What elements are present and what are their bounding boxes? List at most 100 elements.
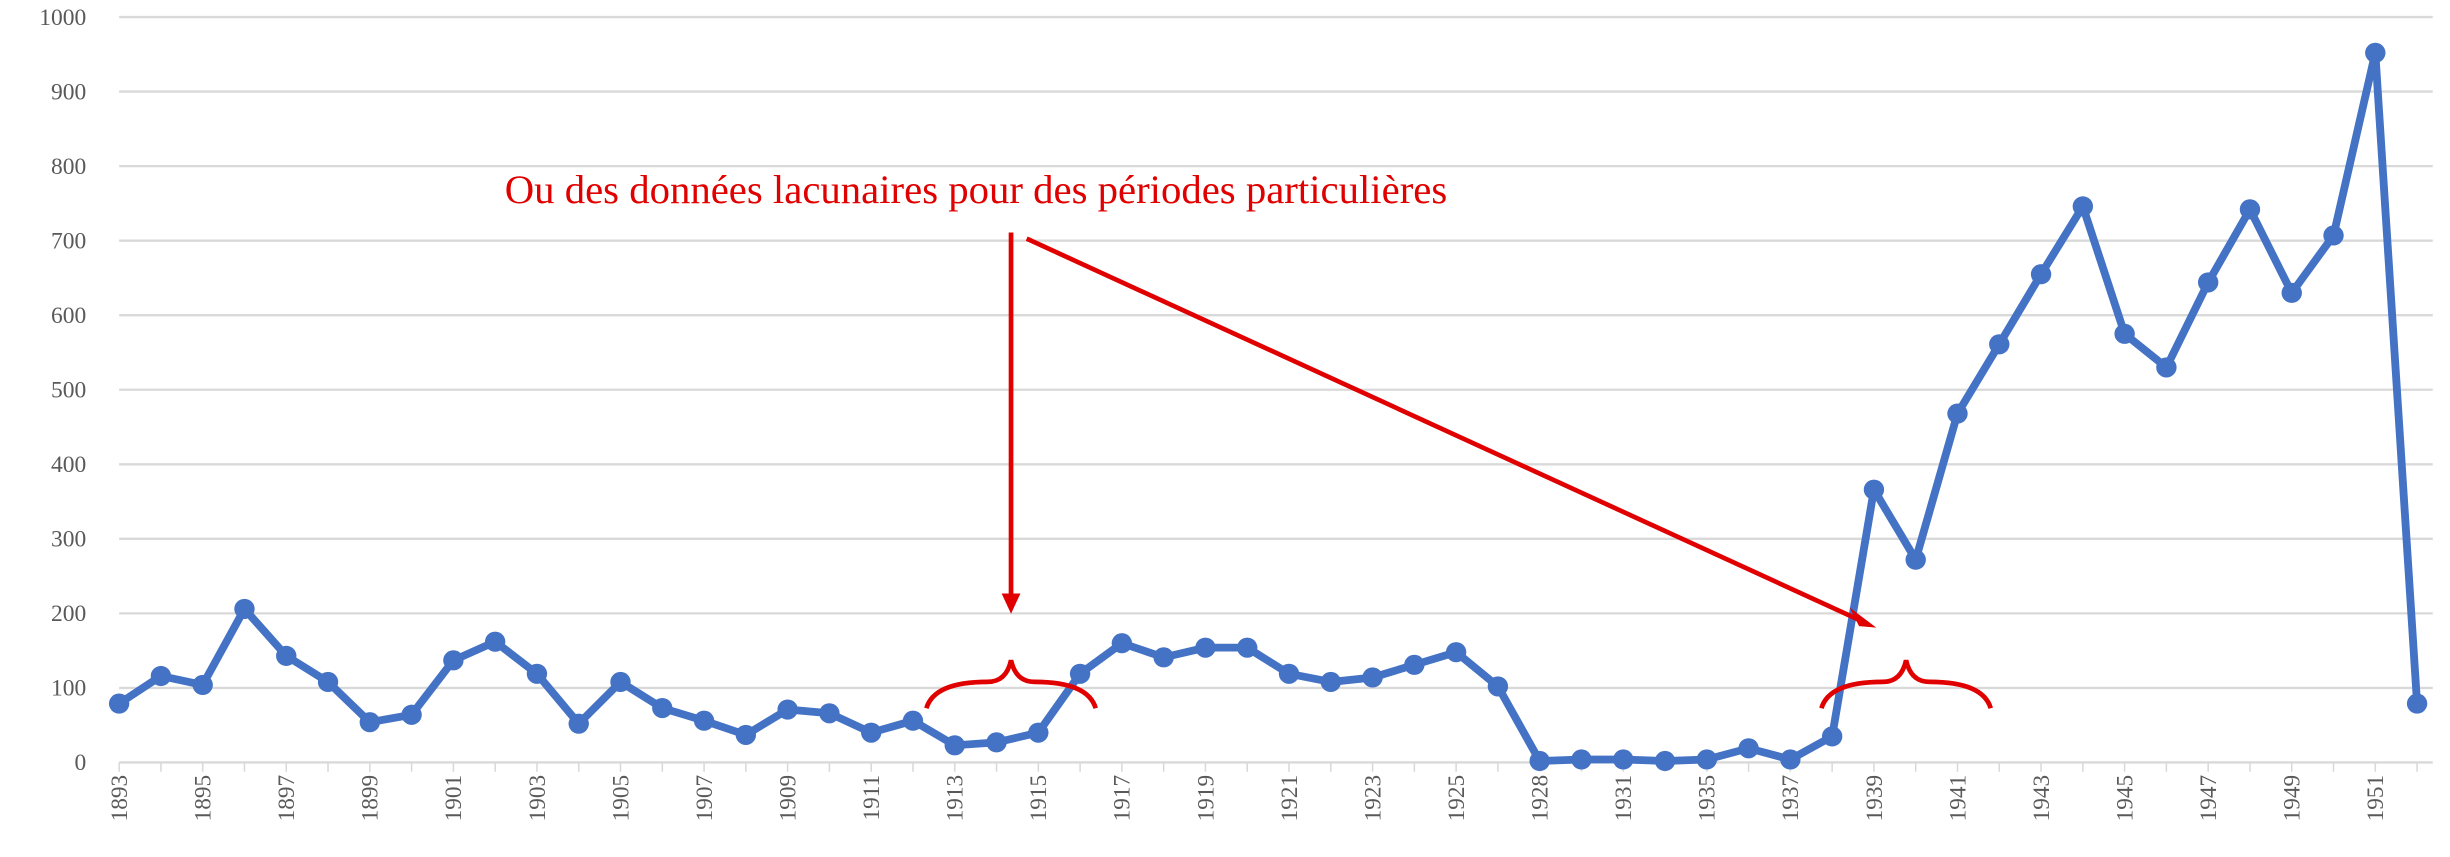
data-point [1947, 403, 1968, 424]
data-point [1404, 654, 1425, 675]
x-tick-label: 1907 [692, 775, 718, 821]
data-point [652, 697, 673, 719]
x-tick-label: 1941 [1945, 775, 1971, 821]
y-tick-label: 600 [51, 303, 86, 329]
data-point [2406, 693, 2428, 714]
x-tick-label: 1909 [775, 775, 801, 821]
data-point [1069, 663, 1091, 684]
data-point [401, 704, 422, 725]
grid: 0 100 200 300 400 500 600 700 800 900 1000 1893 1895… [39, 5, 2433, 821]
data-point [1195, 637, 1216, 658]
y-tick-label: 900 [51, 79, 86, 105]
x-tick-label: 1925 [1444, 775, 1470, 821]
x-tick-label: 1935 [1695, 775, 1721, 821]
data-point [1821, 726, 1843, 747]
y-tick-label: 300 [51, 527, 86, 553]
data-point [526, 663, 548, 684]
data-point [1237, 637, 1258, 658]
x-tick-label: 1905 [608, 775, 634, 821]
data-point [568, 713, 589, 734]
data-point [2030, 264, 2052, 285]
brace [1819, 659, 1993, 710]
annotation: Ou des données lacunaires pour des pério… [505, 167, 1447, 212]
y-tick-label: 1000 [39, 5, 86, 31]
x-tick-label: 1897 [274, 775, 300, 821]
x-tick-label: 1917 [1110, 775, 1136, 821]
data-point [1696, 749, 1717, 770]
data-point [1613, 749, 1634, 770]
x-tick-label: 1911 [859, 775, 885, 821]
data-point [1905, 549, 1926, 570]
x-tick-label: 1901 [441, 775, 467, 821]
x-tick-label: 1923 [1360, 775, 1386, 821]
x-tick-label: 1915 [1026, 775, 1052, 821]
y-tick-label: 100 [51, 676, 86, 702]
x-tick-label: 1893 [107, 775, 133, 821]
data-point [1445, 642, 1467, 663]
data-point [2281, 282, 2302, 303]
data-point [610, 671, 631, 693]
x-tick-label: 1913 [942, 775, 968, 821]
x-tick-label: 1919 [1193, 775, 1219, 821]
data-point [2239, 199, 2261, 220]
x-tick-label: 1951 [2363, 775, 2389, 821]
data-point [944, 735, 965, 756]
data-point [735, 724, 757, 745]
data-point [1111, 633, 1133, 654]
data-point [2197, 272, 2219, 293]
data-point [150, 665, 172, 687]
brace [924, 659, 1098, 710]
data-point [2365, 42, 2386, 63]
data-point [1738, 738, 1759, 759]
x-tick-label: 1949 [2279, 775, 2305, 821]
y-tick-label: 500 [51, 378, 86, 404]
data-point [359, 712, 381, 733]
x-tick-label: 1928 [1527, 775, 1553, 821]
data-point [2072, 196, 2094, 217]
data-point [276, 645, 297, 666]
data-point [443, 650, 464, 671]
data-point [108, 693, 130, 714]
data-point [192, 674, 213, 696]
data-point [1153, 647, 1174, 668]
data-point [2114, 323, 2135, 344]
data-point [777, 699, 798, 720]
data-point [860, 722, 882, 743]
data-point [693, 710, 715, 731]
x-tick-label: 1937 [1778, 775, 1804, 821]
data-point [1863, 479, 1885, 500]
arrowhead [1001, 593, 1021, 614]
x-tick-label: 1943 [2029, 775, 2055, 821]
y-tick-label: 800 [51, 154, 86, 180]
x-tick-label: 1903 [525, 775, 551, 821]
x-tick-label: 1939 [1862, 775, 1888, 821]
data-point [1320, 671, 1341, 693]
data-point [1278, 663, 1300, 684]
data-point [1028, 722, 1049, 743]
x-tick-label: 1895 [190, 775, 216, 821]
data-point [2156, 357, 2177, 378]
data-point [902, 710, 924, 731]
data-point [819, 703, 840, 724]
y-tick-label: 400 [51, 452, 86, 478]
data-point [1362, 667, 1383, 688]
data-point [1487, 676, 1509, 697]
data-point [986, 732, 1007, 753]
data-point [1529, 750, 1550, 772]
data-point [317, 671, 339, 693]
x-tick-label: 1921 [1277, 775, 1303, 821]
data-point [2323, 225, 2344, 246]
x-tick-label: 1945 [2112, 775, 2138, 821]
x-tick-label: 1947 [2196, 775, 2222, 821]
plot [108, 42, 2428, 772]
arrowhead [1849, 607, 1877, 628]
data-point [1571, 749, 1592, 770]
annotation-arrows [924, 232, 1993, 710]
data-point [1654, 750, 1676, 772]
x-tick-label: 1899 [358, 775, 384, 821]
y-tick-label: 700 [51, 229, 86, 255]
data-point [1780, 749, 1801, 770]
series-line [116, 48, 2421, 765]
